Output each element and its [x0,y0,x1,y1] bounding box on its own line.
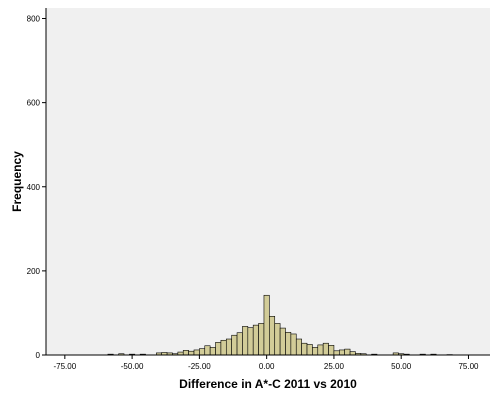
histogram-bar [312,347,319,356]
histogram-bar [333,350,340,356]
histogram-bar [193,349,200,356]
y-tick-label: 200 [27,267,41,276]
y-tick-label: 400 [27,183,41,192]
x-tick-label: 75.00 [458,362,479,371]
x-axis-title: Difference in A*-C 2011 vs 2010 [179,377,357,391]
axes-group: 0 200 400 600 800 -75.00 -50.00 -25.00 0.00 25.00… [27,8,490,371]
histogram-bar [290,333,297,356]
histogram-bar [199,348,206,356]
histogram-bar [317,344,324,356]
histogram-bar [285,331,292,356]
histogram-bar [220,339,227,356]
x-tick-label: 50.00 [391,362,412,371]
histogram-bar [252,324,259,356]
histogram-bar [344,348,351,356]
y-axis-title: Frequency [10,151,24,212]
histogram-bar [209,347,216,356]
histogram-bar [269,315,276,356]
histogram-bar [279,327,286,356]
histogram-bar [258,323,265,356]
histogram-bar [215,342,222,356]
x-tick-label: -50.00 [121,362,144,371]
x-tick-label: -25.00 [188,362,211,371]
histogram-bar [295,338,302,356]
histogram-bar [236,332,243,356]
x-tick-label: 0.00 [259,362,275,371]
histogram-bar [231,334,238,356]
histogram-bar [339,349,345,356]
x-tick-label: 25.00 [324,362,345,371]
histogram-bar [188,350,195,356]
histogram-bar [242,326,249,356]
x-tick-label: -75.00 [53,362,76,371]
histogram-bar [274,323,281,356]
histogram-bar [204,345,211,356]
histogram-bar [301,342,308,356]
y-tick-label: 0 [36,351,41,360]
y-tick-label: 800 [27,15,41,24]
histogram-bar [247,327,254,356]
histogram-bar [225,338,232,356]
histogram-bar [182,350,189,356]
histogram-bar [306,344,313,356]
y-tick-label: 600 [27,99,41,108]
histogram-bar [349,351,356,356]
histogram-bar [322,342,329,356]
histogram-bar [328,345,335,356]
histogram-bar [263,294,270,356]
